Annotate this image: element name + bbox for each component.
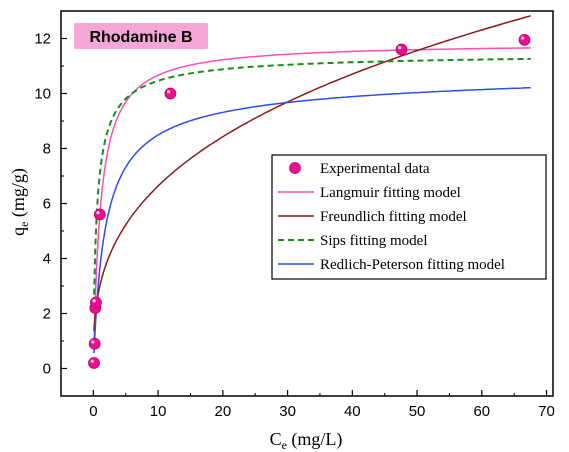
y-tick-label: 4 xyxy=(43,251,51,268)
chart-title: Rhodamine B xyxy=(89,29,192,46)
y-axis-title: qe (mg/g) xyxy=(8,168,31,236)
y-tick-label: 0 xyxy=(43,361,51,378)
chart-title-group: Rhodamine B xyxy=(74,23,208,49)
legend-label: Freundlich fitting model xyxy=(320,209,467,225)
x-tick-label: 40 xyxy=(344,403,361,420)
data-point-highlight xyxy=(90,359,94,363)
data-point xyxy=(88,337,101,350)
legend: Experimental data Langmuir fitting model F… xyxy=(271,154,547,280)
fit-line-freundlich xyxy=(93,15,531,332)
legend-label: Langmuir fitting model xyxy=(320,185,461,201)
data-point xyxy=(90,296,102,309)
data-point xyxy=(88,357,100,369)
x-tick-label: 10 xyxy=(150,403,167,420)
x-axis-title: Ce (mg/L) xyxy=(270,429,343,452)
data-point xyxy=(395,43,408,56)
x-tick-label: 30 xyxy=(279,403,296,420)
y-axis-title-unit: (mg/g) xyxy=(8,168,29,222)
fit-line-redlich_peterson xyxy=(93,86,531,354)
data-point-highlight xyxy=(167,90,171,94)
y-axis-title-sub: e xyxy=(17,222,31,227)
data-point-highlight xyxy=(398,46,402,50)
y-tick-label: 2 xyxy=(43,306,51,323)
legend-label: Experimental data xyxy=(320,161,430,177)
fit-line-langmuir xyxy=(93,47,531,342)
x-axis-title-unit: (mg/L) xyxy=(287,429,343,450)
fit-line-sips xyxy=(93,57,531,305)
x-tick-label: 60 xyxy=(473,403,490,420)
x-axis-title-main: C xyxy=(270,429,282,449)
x-tick-label: 70 xyxy=(538,403,555,420)
axes: 0 10 20 30 40 50 60 70 0 2 4 6 8 10 12 xyxy=(34,31,555,421)
x-tick-label: 50 xyxy=(409,403,426,420)
y-tick-label: 12 xyxy=(34,31,51,48)
data-point xyxy=(164,87,177,100)
x-tick-label: 20 xyxy=(214,403,231,420)
y-tick-label: 8 xyxy=(43,141,51,158)
chart-title-background xyxy=(74,23,208,49)
data-point-highlight xyxy=(96,211,100,215)
x-tick-label: 0 xyxy=(89,403,97,420)
data-point xyxy=(93,208,106,221)
legend-marker xyxy=(289,162,301,174)
legend-box xyxy=(271,154,547,280)
data-point xyxy=(518,33,531,46)
data-point-highlight xyxy=(521,36,525,40)
data-point-highlight xyxy=(92,299,96,303)
data-points xyxy=(88,33,531,369)
fit-lines xyxy=(93,15,531,354)
legend-label: Sips fitting model xyxy=(320,233,428,249)
data-point-highlight xyxy=(91,340,95,344)
x-axis-title-sub: e xyxy=(282,438,287,452)
legend-label: Redlich-Peterson fitting model xyxy=(320,257,505,273)
y-tick-label: 6 xyxy=(43,196,51,213)
y-axis-title-main: q xyxy=(8,227,28,236)
y-tick-label: 10 xyxy=(34,86,51,103)
